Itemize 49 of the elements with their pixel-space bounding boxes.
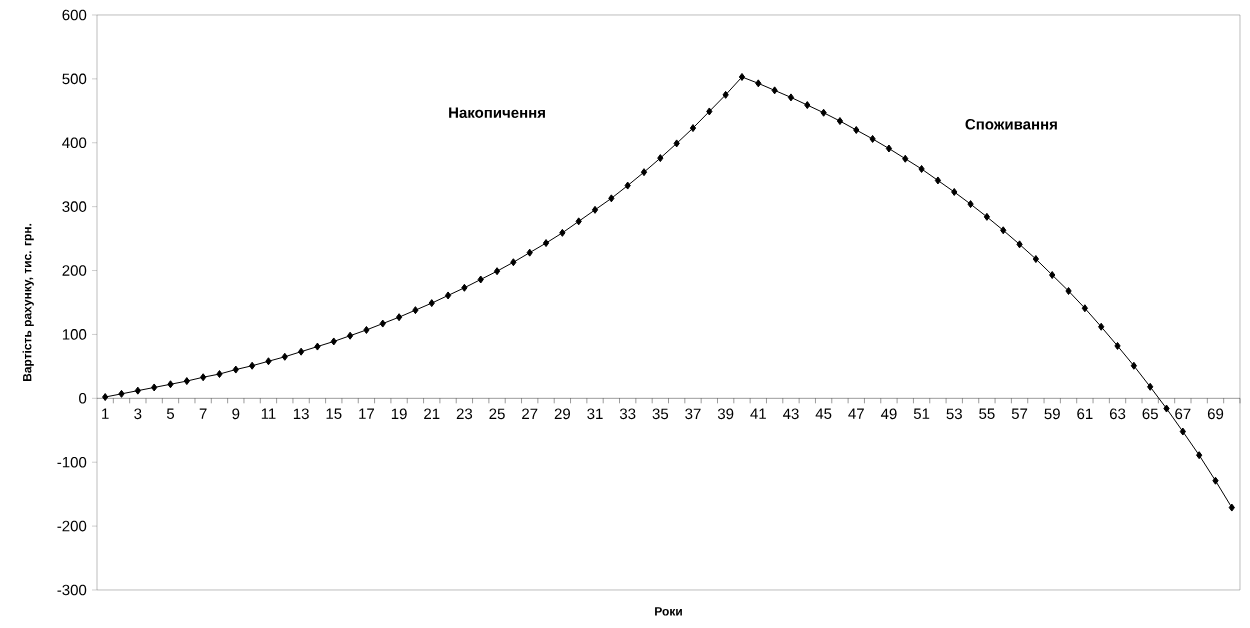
annotation: Споживання	[965, 118, 1057, 130]
y-tick-label: 100	[62, 329, 87, 340]
x-tick-label: 31	[587, 408, 603, 420]
y-tick-label: 400	[62, 137, 87, 149]
x-tick-label: 67	[1175, 408, 1191, 420]
x-tick-label: 13	[293, 408, 309, 420]
annotation: Накопичення	[449, 107, 545, 118]
x-tick-label: 19	[391, 408, 407, 420]
x-tick-label: 35	[652, 408, 669, 420]
x-tick-label: 53	[946, 408, 962, 420]
x-tick-label: 25	[489, 408, 505, 420]
x-tick-label: 55	[979, 408, 995, 419]
x-tick-label: 49	[880, 408, 897, 420]
x-tick-label: 69	[1207, 408, 1224, 420]
y-tick-label: 200	[62, 265, 87, 276]
x-tick-label: 45	[815, 408, 832, 419]
y-tick-label: 300	[62, 201, 87, 212]
y-tick-label: 500	[62, 73, 87, 85]
x-tick-label: 27	[522, 408, 538, 419]
x-tick-label: 63	[1109, 408, 1126, 420]
y-tick-label: -300	[57, 584, 87, 596]
x-tick-label: 23	[456, 408, 473, 420]
x-tick-label: 57	[1011, 408, 1028, 419]
x-tick-label: 7	[199, 408, 207, 419]
x-tick-label: 21	[424, 408, 440, 419]
x-tick-label: 43	[782, 408, 799, 420]
x-tick-label: 61	[1077, 408, 1093, 420]
x-tick-label: 15	[326, 408, 342, 419]
x-tick-label: 5	[166, 408, 175, 419]
x-tick-label: 33	[619, 408, 636, 420]
x-tick-label: 1	[102, 408, 109, 419]
x-tick-label: 37	[685, 408, 701, 420]
x-tick-label: 51	[913, 408, 930, 419]
x-tick-label: 11	[261, 408, 276, 419]
x-tick-label: 3	[134, 408, 142, 420]
x-tick-label: 65	[1142, 408, 1158, 420]
y-tick-label: -100	[57, 456, 87, 468]
x-tick-label: 17	[359, 408, 375, 419]
y-tick-label: -200	[57, 520, 87, 532]
x-tick-label: 9	[232, 408, 240, 420]
x-tick-label: 39	[717, 408, 734, 420]
x-tick-label: 29	[554, 408, 570, 420]
y-tick-label: 0	[79, 393, 87, 404]
x-tick-label: 41	[750, 408, 766, 419]
x-axis-title: Роки	[655, 607, 682, 616]
x-tick-label: 47	[848, 408, 864, 419]
y-axis-title: Вартість рахунку, тис. грн.	[22, 223, 34, 382]
x-tick-label: 59	[1044, 408, 1060, 420]
y-tick-label: 600	[62, 9, 87, 21]
